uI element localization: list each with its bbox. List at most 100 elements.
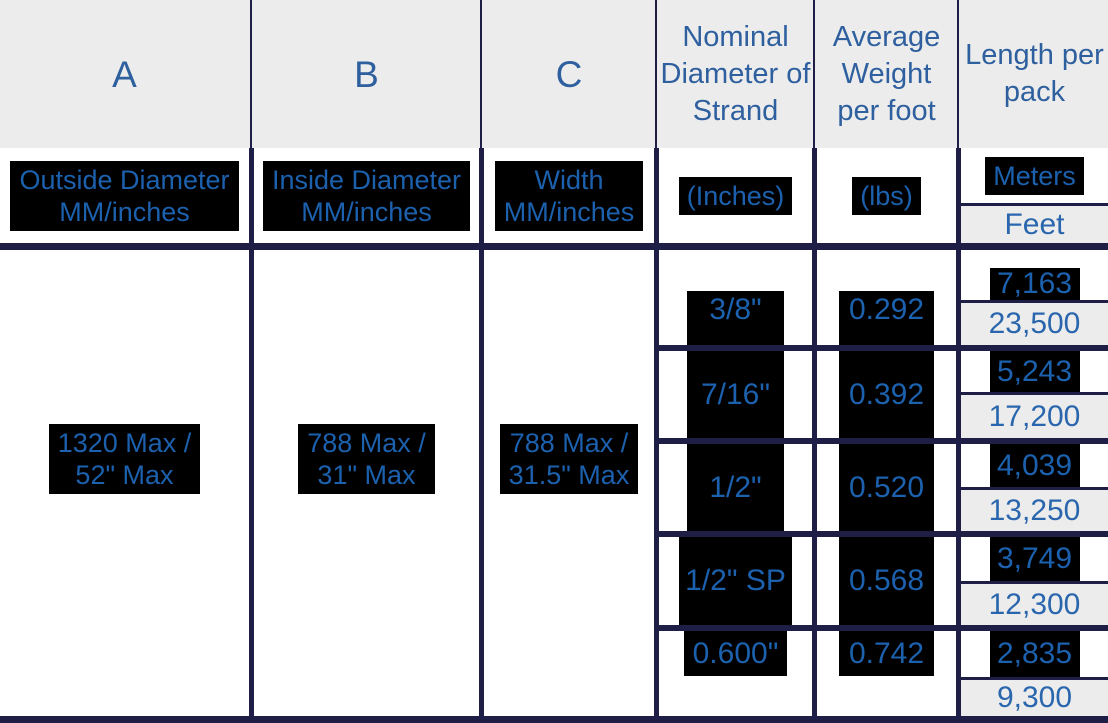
feet-value-row5: 9,300: [996, 681, 1073, 714]
size-highlight-row3: 1/2": [687, 444, 784, 531]
header-row-background: [0, 0, 1108, 148]
data-c-line1: 788 Max /: [509, 428, 629, 458]
header-divider-weight-length: [957, 0, 959, 148]
subheader-outside-diameter-line1: Outside Diameter: [19, 164, 230, 195]
size-cell-row5: 0.600": [659, 631, 812, 716]
header-label-length-per-pack: Length per pack: [965, 39, 1104, 108]
feet-cell-row3: 13,250: [961, 490, 1108, 531]
header-cell-average-weight: Average Weight per foot: [817, 0, 956, 148]
meters-cell-row1: 7,163: [961, 250, 1108, 300]
subheader-highlight-outside-diameter: Outside Diameter MM/inches: [10, 160, 239, 231]
column-border-weight-length: [956, 148, 961, 716]
data-highlight-a: 1320 Max / 52" Max: [48, 424, 201, 494]
separator-meters-feet-header: [956, 203, 1108, 206]
separator-meters-feet-row5: [956, 677, 1108, 680]
data-highlight-c: 788 Max / 31.5" Max: [499, 424, 639, 494]
subheader-cell-inside-diameter: Inside Diameter MM/inches: [254, 148, 479, 243]
header-divider-a-b: [250, 0, 252, 148]
data-a-line2: 52" Max: [75, 460, 174, 490]
size-cell-row2: 7/16": [659, 351, 812, 438]
feet-cell-row5: 9,300: [961, 680, 1108, 716]
header-divider-b-c: [480, 0, 482, 148]
subheader-cell-feet: Feet: [961, 206, 1108, 243]
header-cell-b: B: [254, 0, 479, 148]
weight-highlight-row2: 0.392: [839, 351, 934, 438]
feet-cell-row4: 12,300: [961, 584, 1108, 625]
subheader-inside-diameter-line1: Inside Diameter: [271, 164, 462, 195]
weight-cell-row1: 0.292: [817, 250, 956, 345]
size-highlight-row4: 1/2" SP: [679, 537, 792, 625]
weight-cell-row5: 0.742: [817, 631, 956, 716]
meters-highlight-row4: 3,749: [989, 537, 1080, 581]
data-highlight-b: 788 Max / 31" Max: [298, 424, 435, 494]
row-border-2: [654, 438, 1108, 444]
header-body-divider: [0, 243, 1108, 250]
data-c-line2: 31.5" Max: [508, 460, 630, 490]
separator-meters-feet-row2: [956, 392, 1108, 395]
header-label-average-weight: Average Weight per foot: [832, 20, 941, 127]
meters-highlight-row5: 2,835: [989, 631, 1080, 677]
row-border-3: [654, 531, 1108, 537]
meters-cell-row5: 2,835: [961, 631, 1108, 677]
header-label-a: A: [112, 53, 137, 95]
header-cell-c: C: [484, 0, 654, 148]
column-border-c-nominal: [654, 148, 659, 716]
header-divider-c-nominal: [655, 0, 657, 148]
size-cell-row1: 3/8": [659, 250, 812, 345]
column-border-nominal-weight: [812, 148, 817, 716]
feet-value-row3: 13,250: [988, 493, 1081, 527]
weight-cell-row2: 0.392: [817, 351, 956, 438]
data-cell-a-merged: 1320 Max / 52" Max: [0, 250, 249, 716]
size-highlight-row5: 0.600": [684, 631, 787, 676]
weight-highlight-row4: 0.568: [839, 537, 934, 625]
data-cell-b-merged: 788 Max / 31" Max: [254, 250, 479, 716]
data-b-line1: 788 Max /: [307, 428, 426, 458]
data-b-line2: 31" Max: [317, 460, 416, 490]
column-border-b-c: [479, 148, 484, 716]
meters-highlight-row1: 7,163: [989, 267, 1080, 300]
meters-cell-row4: 3,749: [961, 537, 1108, 581]
data-a-line1: 1320 Max /: [57, 428, 192, 458]
subheader-cell-lbs-units: (lbs): [817, 148, 956, 243]
subheader-cell-meters: Meters: [961, 148, 1108, 203]
separator-meters-feet-row3: [956, 487, 1108, 490]
table-bottom-border: [0, 716, 1108, 723]
feet-cell-row1: 23,500: [961, 303, 1108, 345]
meters-cell-row2: 5,243: [961, 351, 1108, 392]
subheader-highlight-width: Width MM/inches: [494, 160, 644, 231]
data-cell-c-merged: 788 Max / 31.5" Max: [484, 250, 654, 716]
subheader-cell-inches-units: (Inches): [659, 148, 812, 243]
header-divider-nominal-weight: [813, 0, 815, 148]
meters-highlight-row2: 5,243: [989, 351, 1080, 392]
header-label-b: B: [354, 53, 379, 95]
header-cell-a: A: [0, 0, 249, 148]
size-cell-row3: 1/2": [659, 444, 812, 531]
subheader-label-feet: Feet: [1004, 207, 1065, 241]
subheader-width-line1: Width: [534, 164, 604, 195]
subheader-highlight-meters: Meters: [985, 156, 1084, 195]
header-label-nominal-diameter: Nominal Diameter of Strand: [660, 20, 811, 127]
separator-meters-feet-row1: [956, 300, 1108, 303]
subheader-highlight-lbs: (lbs): [852, 176, 921, 215]
feet-value-row2: 17,200: [988, 399, 1081, 433]
meters-highlight-row3: 4,039: [989, 444, 1080, 487]
size-highlight-row1: 3/8": [687, 291, 784, 345]
weight-highlight-row1: 0.292: [839, 291, 934, 345]
feet-cell-row2: 17,200: [961, 395, 1108, 438]
separator-meters-feet-row4: [956, 581, 1108, 584]
header-label-c: C: [555, 53, 583, 95]
weight-cell-row3: 0.520: [817, 444, 956, 531]
row-border-1: [654, 345, 1108, 351]
header-cell-nominal-diameter: Nominal Diameter of Strand: [659, 0, 812, 148]
size-cell-row4: 1/2" SP: [659, 537, 812, 625]
feet-value-row1: 23,500: [988, 307, 1081, 340]
subheader-highlight-inside-diameter: Inside Diameter MM/inches: [262, 160, 471, 231]
subheader-cell-width: Width MM/inches: [484, 148, 654, 243]
subheader-cell-outside-diameter: Outside Diameter MM/inches: [0, 148, 249, 243]
meters-cell-row3: 4,039: [961, 444, 1108, 487]
weight-cell-row4: 0.568: [817, 537, 956, 625]
column-border-a-b: [249, 148, 254, 716]
subheader-width-line2: MM/inches: [503, 196, 635, 227]
feet-value-row4: 12,300: [988, 587, 1081, 621]
